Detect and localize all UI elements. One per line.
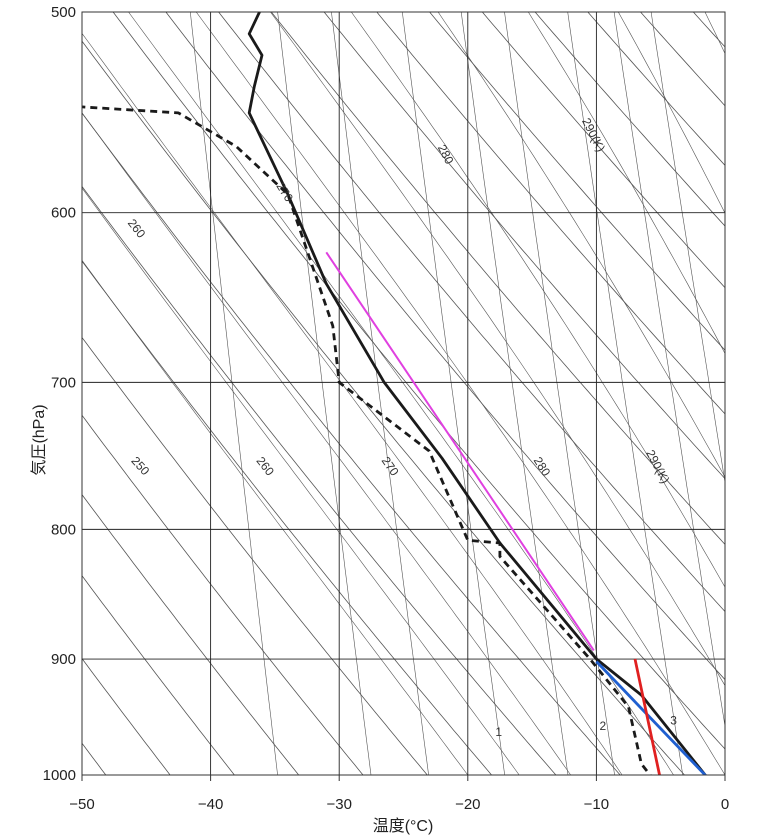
- dry-adiabat-line: [112, 12, 725, 750]
- mixing-ratio-line: [460, 12, 569, 775]
- dry-adiabat-line: [376, 12, 725, 415]
- moist-adiabat-line: [195, 12, 725, 775]
- mixing-ratio-line: [504, 12, 615, 775]
- grid-lines: [82, 12, 725, 775]
- y-tick-label: 900: [51, 651, 76, 668]
- annotation-label: 3: [670, 713, 677, 727]
- annotation-label: 280: [531, 454, 554, 479]
- annotation-label: 280: [435, 142, 457, 166]
- moist-adiabat-line: [350, 12, 725, 588]
- series-dew-point: [82, 105, 652, 775]
- dry-adiabat-line: [82, 742, 107, 775]
- dry-adiabat-line: [323, 12, 725, 480]
- moist-adiabat-line: [617, 12, 725, 214]
- dry-adiabat-line: [82, 657, 171, 775]
- dry-adiabat-line: [82, 336, 428, 775]
- dry-adiabat-line: [270, 12, 725, 546]
- x-axis-title: 温度(°C): [373, 817, 434, 835]
- mixing-ratio-line: [189, 12, 278, 775]
- annotation-label: 290(K): [643, 447, 672, 485]
- moist-adiabat-line: [82, 32, 623, 775]
- dry-adiabat-line: [429, 12, 725, 351]
- series-magenta-line: [325, 251, 595, 651]
- moist-adiabat-line: [527, 12, 725, 355]
- mixing-ratio-line: [650, 12, 725, 485]
- annotation-label: 270: [379, 454, 402, 479]
- mixing-ratio-line: [567, 12, 684, 775]
- mixing-ratio-line: [277, 12, 372, 775]
- dry-adiabat-line: [0, 0, 50, 786]
- y-tick-label: 800: [51, 521, 76, 538]
- moist-adiabat-line: [437, 12, 725, 478]
- data-series: [82, 12, 708, 775]
- moist-adiabat-line: [82, 112, 571, 775]
- series-blue-line: [595, 660, 708, 775]
- plot-frame: [81, 11, 726, 776]
- x-tick-label: −10: [584, 796, 609, 813]
- y-axis-title: 気圧(hPa): [30, 404, 48, 475]
- y-tick-label: 600: [51, 205, 76, 222]
- moist-adiabat-line: [270, 12, 725, 687]
- annotation-label: 2: [599, 719, 606, 733]
- series-temperature: [247, 12, 707, 775]
- dry-adiabat-line: [218, 12, 725, 613]
- annotation-label: 260: [254, 454, 278, 479]
- mixing-ratio-line: [613, 12, 725, 729]
- moist-adiabat-line: [82, 187, 520, 775]
- annotation-label: 1: [495, 725, 502, 739]
- y-tick-label: 500: [51, 4, 76, 21]
- dry-adiabat-line: [481, 12, 725, 289]
- dry-adiabat-line: [82, 260, 493, 775]
- mixing-ratio-line: [331, 12, 429, 775]
- dry-adiabat-line: [82, 575, 235, 775]
- annotation-label: 250: [128, 454, 152, 478]
- background-lines: [0, 0, 725, 786]
- dry-adiabat-line: [639, 12, 725, 107]
- dry-adiabat-line: [82, 414, 364, 775]
- dry-adiabat-line: [82, 493, 300, 775]
- annotation-label: 290(K): [579, 116, 608, 154]
- x-tick-label: −40: [198, 796, 223, 813]
- axis-ticks: −50 −40 −30 −20 −10 0 1000 900 800 700 600 500: [43, 4, 730, 813]
- y-tick-label: 1000: [43, 767, 76, 784]
- x-tick-label: −50: [69, 796, 94, 813]
- x-tick-label: 0: [721, 796, 729, 813]
- mixing-ratio-line: [401, 12, 506, 775]
- y-tick-label: 700: [51, 374, 76, 391]
- dry-adiabat-line: [82, 185, 557, 775]
- dry-adiabat-line: [82, 40, 686, 775]
- dry-adiabat-line: [165, 12, 725, 681]
- x-tick-label: −20: [455, 796, 480, 813]
- dry-adiabat-line: [534, 12, 725, 227]
- annotation-label: 260: [125, 216, 149, 241]
- moist-adiabat-line: [82, 259, 469, 775]
- x-tick-label: −30: [326, 796, 351, 813]
- series-red-line: [633, 658, 661, 775]
- dry-adiabat-line: [692, 12, 725, 48]
- dry-adiabat-line: [587, 12, 725, 166]
- dry-adiabat-line: [82, 112, 621, 775]
